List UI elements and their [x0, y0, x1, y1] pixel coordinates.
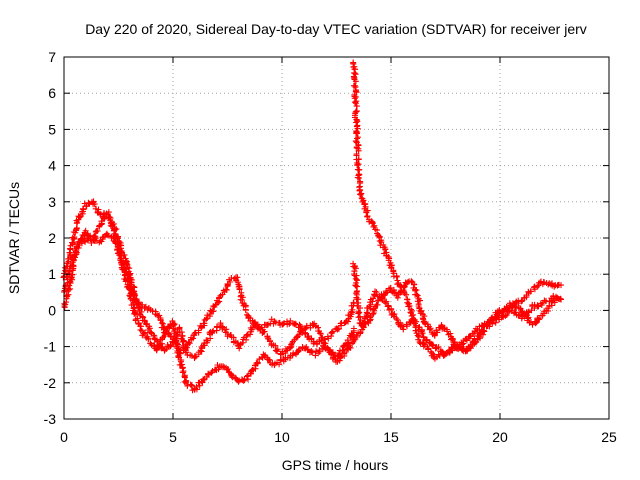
- y-tick-label--1: -1: [44, 339, 57, 355]
- chart-title: Day 220 of 2020, Sidereal Day-to-day VTE…: [85, 21, 587, 37]
- plus-markers-track-e: [350, 260, 564, 355]
- y-tick-label--2: -2: [44, 375, 57, 391]
- series-track-a: [61, 227, 357, 357]
- series-track-d: [350, 59, 564, 359]
- grid-lines: [64, 57, 609, 419]
- axis-ticks: 0 5 10 15 20 25 -3 -2 -1 0 1 2 3 4 5 6 7: [44, 49, 617, 445]
- y-tick-label-7: 7: [48, 49, 56, 65]
- x-tick-label-5: 5: [169, 429, 177, 445]
- y-tick-label-5: 5: [48, 121, 56, 137]
- plus-markers-track-a: [61, 227, 357, 357]
- y-tick-label-0: 0: [48, 302, 56, 318]
- x-tick-label-0: 0: [60, 429, 68, 445]
- y-tick-label-1: 1: [48, 266, 56, 282]
- y-axis-label: SDTVAR / TECUs: [6, 182, 22, 294]
- x-tick-label-25: 25: [601, 429, 617, 445]
- x-tick-label-10: 10: [274, 429, 290, 445]
- series-track-e: [350, 260, 564, 355]
- plus-markers-track-b: [60, 198, 357, 361]
- data-points: [60, 59, 564, 394]
- y-tick-label-3: 3: [48, 194, 56, 210]
- y-tick-label-4: 4: [48, 158, 56, 174]
- series-track-b: [60, 198, 357, 361]
- plus-markers-track-d: [350, 59, 564, 359]
- y-tick-label-6: 6: [48, 85, 56, 101]
- y-tick-label--3: -3: [44, 411, 57, 427]
- y-tick-label-2: 2: [48, 230, 56, 246]
- x-axis-label: GPS time / hours: [282, 457, 389, 473]
- x-tick-label-20: 20: [492, 429, 508, 445]
- x-tick-label-15: 15: [383, 429, 399, 445]
- plus-markers-track-f: [351, 288, 564, 362]
- series-track-f: [351, 288, 564, 362]
